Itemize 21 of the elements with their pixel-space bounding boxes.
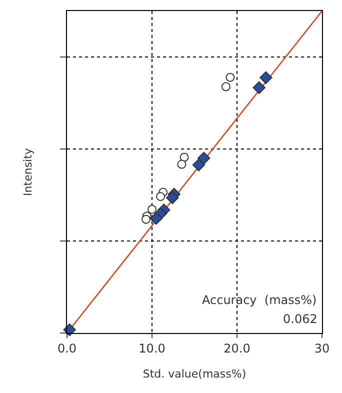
annotation: 0.062 xyxy=(283,312,318,326)
y-axis-title: Intensity xyxy=(22,148,35,196)
x-tick-label: 10.0 xyxy=(138,341,166,356)
point xyxy=(221,82,230,92)
x-axis-title: Std. value(mass%) xyxy=(142,368,246,381)
point xyxy=(260,71,272,84)
point xyxy=(198,152,210,164)
point xyxy=(148,204,156,214)
point xyxy=(226,72,235,82)
point xyxy=(192,158,206,172)
point xyxy=(142,214,151,224)
point xyxy=(150,212,163,225)
point xyxy=(177,160,186,169)
point xyxy=(180,152,189,162)
x-tick-label: 20.0 xyxy=(224,341,250,356)
x-tick-label: 0.0 xyxy=(57,341,77,356)
point xyxy=(252,81,266,94)
point xyxy=(156,192,165,201)
point xyxy=(166,191,179,204)
annotation: Accuracy (mass%) xyxy=(202,293,317,307)
x-tick-label: 30 xyxy=(314,341,330,356)
